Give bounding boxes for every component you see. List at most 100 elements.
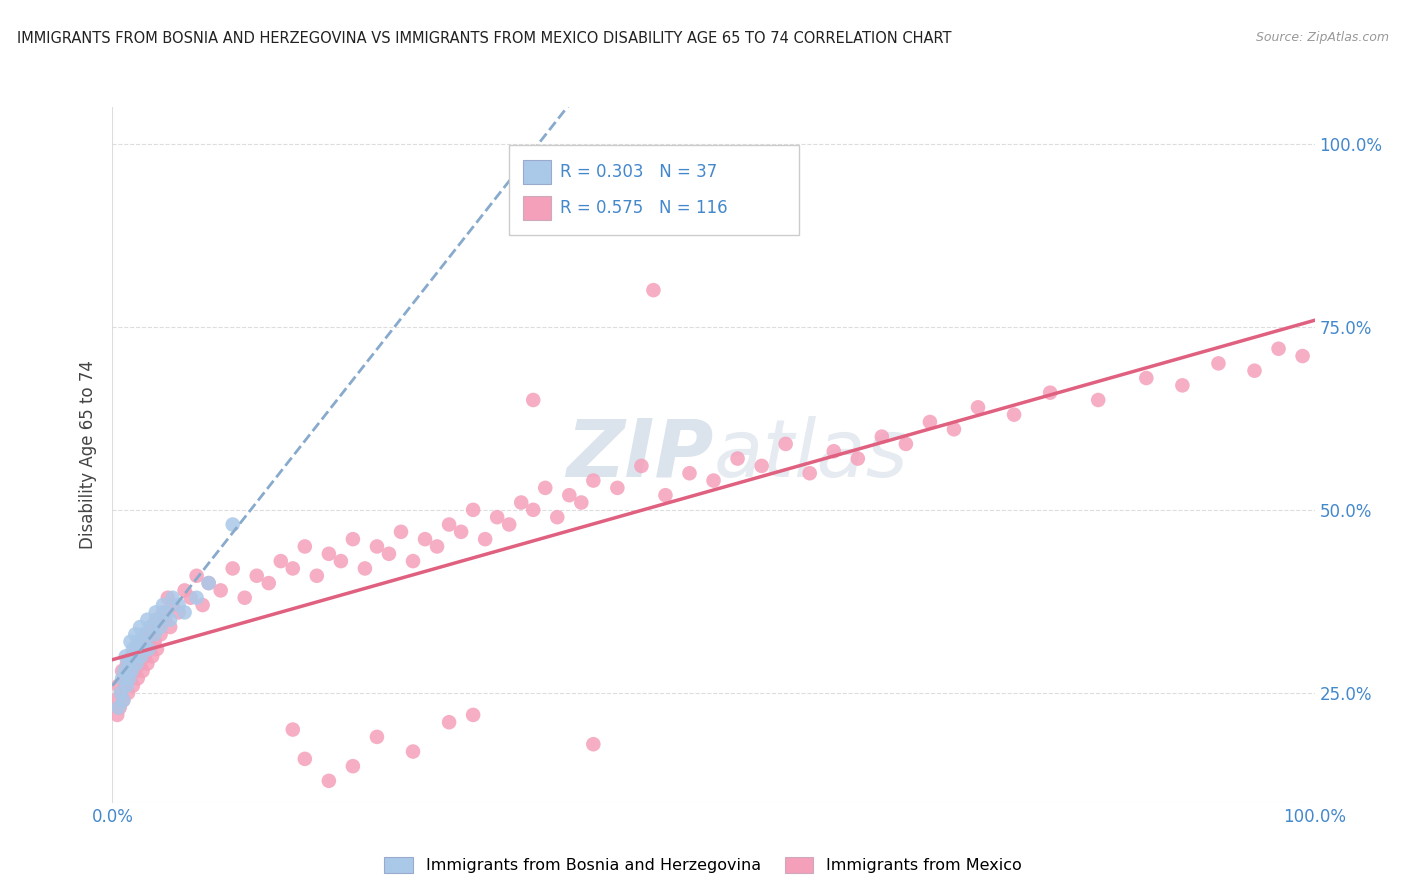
Point [569,495,592,509]
Point [162,591,184,605]
Point [426,540,449,554]
Point [534,481,557,495]
Point [131,634,153,648]
Point [120,671,142,685]
Point [1002,408,1025,422]
Text: Source: ZipAtlas.com: Source: ZipAtlas.com [1256,31,1389,45]
Point [197,576,219,591]
Point [257,576,280,591]
Point [108,700,131,714]
Point [1208,356,1230,370]
Point [138,642,160,657]
Point [121,649,143,664]
Point [606,481,628,495]
Point [124,664,146,678]
Point [122,679,145,693]
Point [1087,392,1109,407]
Point [115,657,138,671]
Point [112,693,135,707]
Point [775,437,797,451]
Point [111,671,134,685]
Point [112,693,135,707]
Point [413,532,436,546]
Point [139,642,162,657]
Point [114,649,136,664]
Point [222,561,245,575]
Point [139,620,162,634]
Point [510,495,533,509]
Point [131,649,153,664]
Point [104,693,127,707]
Point [246,568,269,582]
Point [145,613,167,627]
Point [222,517,245,532]
Point [270,554,292,568]
Point [233,591,256,605]
Point [173,583,195,598]
Point [128,642,150,657]
Point [461,503,484,517]
Point [167,598,190,612]
Point [546,510,568,524]
Point [1135,371,1157,385]
Point [281,561,304,575]
Point [461,707,484,722]
Text: R = 0.575   N = 116: R = 0.575 N = 116 [560,199,727,217]
Point [131,664,153,678]
Legend: Immigrants from Bosnia and Herzegovina, Immigrants from Mexico: Immigrants from Bosnia and Herzegovina, … [378,850,1028,880]
Point [180,591,202,605]
Point [823,444,845,458]
Point [134,634,156,648]
Point [138,634,160,648]
Point [366,730,388,744]
Point [139,620,162,634]
Point [209,583,232,598]
Point [894,437,917,451]
Point [474,532,496,546]
Point [942,422,965,436]
Point [122,649,145,664]
Point [751,458,773,473]
Point [294,752,316,766]
Point [105,707,128,722]
Point [846,451,869,466]
Point [152,598,174,612]
Point [643,283,665,297]
Point [630,458,652,473]
Point [110,686,132,700]
Point [117,657,139,671]
Point [450,524,472,539]
Point [678,467,700,481]
Point [127,671,149,685]
Point [149,620,172,634]
Point [125,657,148,671]
Point [118,664,141,678]
Point [146,620,169,634]
Point [143,627,166,641]
Point [132,642,155,657]
Point [146,642,169,657]
Point [437,715,460,730]
Point [402,554,425,568]
Point [128,649,150,664]
Point [120,634,142,648]
Point [702,474,725,488]
Point [152,606,174,620]
Point [111,664,134,678]
Point [1243,364,1265,378]
Point [155,613,177,627]
Point [136,657,159,671]
Point [118,671,141,685]
Point [329,554,352,568]
Point [305,568,328,582]
Point [167,606,190,620]
Point [727,451,749,466]
Point [162,598,184,612]
Point [967,401,990,415]
Point [129,657,152,671]
Point [145,606,167,620]
Point [159,620,181,634]
Point [156,591,179,605]
Point [437,517,460,532]
Point [141,649,163,664]
